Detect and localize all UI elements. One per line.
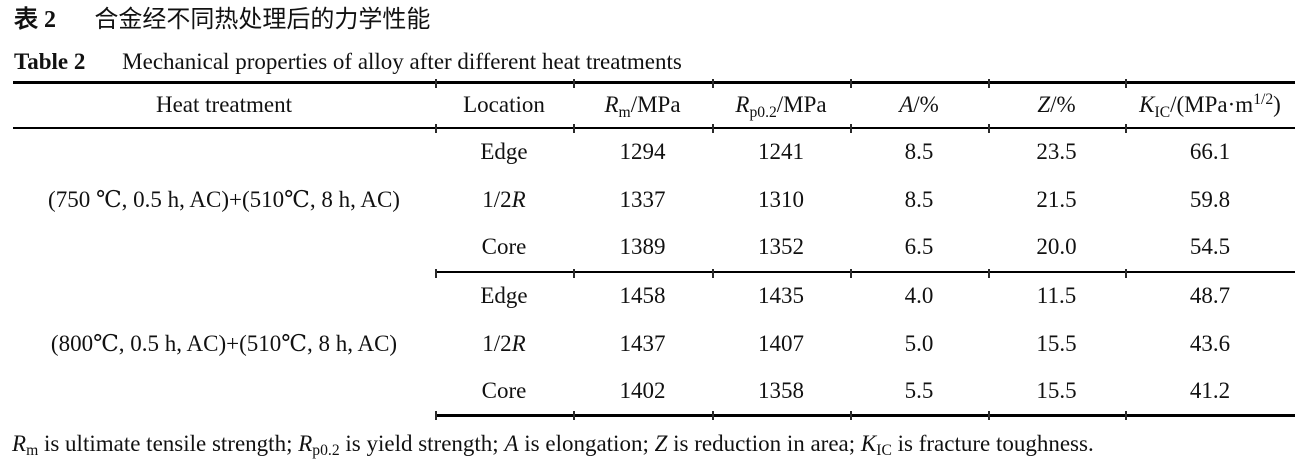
location-cell: Core xyxy=(435,223,573,273)
value-cell: 4.0 xyxy=(904,283,934,308)
col-header-a: A/% xyxy=(850,81,988,129)
value-cell: 5.5 xyxy=(850,367,988,417)
table-row: (800℃, 0.5 h, AC)+(510℃, 8 h, AC) Edge 1… xyxy=(13,272,1295,356)
column-tick xyxy=(988,411,990,420)
column-tick xyxy=(712,79,714,88)
value-cell: 1310 xyxy=(758,186,804,212)
location-cell: 1/2R xyxy=(482,186,526,212)
value-cell: 48.7 xyxy=(1189,283,1231,308)
column-tick xyxy=(435,124,437,133)
value-cell: 59.8 xyxy=(1189,186,1231,212)
value-cell: 1437 xyxy=(619,330,666,356)
col-header-rm: Rm/MPa xyxy=(573,81,712,129)
value-cell: 8.5 xyxy=(904,139,934,164)
column-tick xyxy=(712,411,714,420)
column-tick xyxy=(1125,269,1127,278)
column-tick xyxy=(988,269,990,278)
location-cell: Edge xyxy=(480,283,528,308)
table-header-row: Heat treatment Location Rm/MPa Rp0.2/MPa… xyxy=(13,81,1295,129)
value-cell: 1458 xyxy=(619,283,666,308)
table-row: Core 1389 1352 6.5 20.0 54.5 xyxy=(13,223,1295,273)
value-cell: 23.5 xyxy=(1036,139,1077,164)
column-tick xyxy=(850,269,852,278)
location-cell: 1/2R xyxy=(482,330,526,356)
location-cell: Core xyxy=(435,367,573,417)
column-tick xyxy=(435,79,437,88)
column-tick xyxy=(850,124,852,133)
table-row: 1/2R 1437 1407 5.0 15.5 43.6 xyxy=(13,320,1295,368)
value-cell: 11.5 xyxy=(1036,283,1077,308)
column-tick xyxy=(573,79,575,88)
table-row: 1/2R 1337 1310 8.5 21.5 59.8 xyxy=(13,176,1295,224)
column-tick xyxy=(850,79,852,88)
heat-treatment-cell: (750 ℃, 0.5 h, AC)+(510℃, 8 h, AC) xyxy=(48,187,400,212)
value-cell: 5.0 xyxy=(904,330,934,356)
mechanical-properties-table: Heat treatment Location Rm/MPa Rp0.2/MPa… xyxy=(13,81,1295,417)
value-cell: 43.6 xyxy=(1189,330,1231,356)
table-caption-en: Table 2 Mechanical properties of alloy af… xyxy=(14,49,682,74)
value-cell: 1358 xyxy=(712,367,850,417)
col-header-kic: KIC/(MPa·m1/2) xyxy=(1125,81,1295,129)
value-cell: 1389 xyxy=(573,223,712,273)
value-cell: 54.5 xyxy=(1125,223,1295,273)
value-cell: 15.5 xyxy=(1036,330,1077,356)
value-cell: 1435 xyxy=(758,283,804,308)
value-cell: 8.5 xyxy=(904,186,934,212)
value-cell: 1294 xyxy=(619,139,666,164)
value-cell: 15.5 xyxy=(988,367,1125,417)
column-tick xyxy=(988,79,990,88)
column-tick xyxy=(712,269,714,278)
col-header-location: Location xyxy=(435,81,573,129)
column-tick xyxy=(1125,124,1127,133)
col-header-heat-treatment: Heat treatment xyxy=(13,81,435,129)
column-tick xyxy=(573,269,575,278)
column-tick xyxy=(1125,411,1127,420)
table-row: (750 ℃, 0.5 h, AC)+(510℃, 8 h, AC) Edge … xyxy=(13,128,1295,212)
column-tick xyxy=(712,124,714,133)
column-tick xyxy=(1125,79,1127,88)
column-tick xyxy=(573,411,575,420)
value-cell: 1402 xyxy=(573,367,712,417)
value-cell: 1407 xyxy=(758,330,804,356)
column-tick xyxy=(988,124,990,133)
value-cell: 1241 xyxy=(758,139,804,164)
location-cell: Edge xyxy=(480,139,528,164)
value-cell: 66.1 xyxy=(1189,139,1231,164)
column-tick xyxy=(850,411,852,420)
column-tick xyxy=(435,411,437,420)
heat-treatment-cell: (800℃, 0.5 h, AC)+(510℃, 8 h, AC) xyxy=(50,330,398,356)
table-footnote: Rm is ultimate tensile strength; Rp0.2 i… xyxy=(12,431,1094,460)
column-tick xyxy=(435,269,437,278)
table-caption-zh: 表 2 合金经不同热处理后的力学性能 xyxy=(14,7,431,33)
column-tick xyxy=(573,124,575,133)
value-cell: 20.0 xyxy=(988,223,1125,273)
value-cell: 1337 xyxy=(619,186,666,212)
value-cell: 41.2 xyxy=(1125,367,1295,417)
col-header-z: Z/% xyxy=(988,81,1125,129)
table-row: Core 1402 1358 5.5 15.5 41.2 xyxy=(13,367,1295,417)
col-header-rp02: Rp0.2/MPa xyxy=(712,81,850,129)
value-cell: 6.5 xyxy=(850,223,988,273)
value-cell: 21.5 xyxy=(1036,186,1077,212)
value-cell: 1352 xyxy=(712,223,850,273)
